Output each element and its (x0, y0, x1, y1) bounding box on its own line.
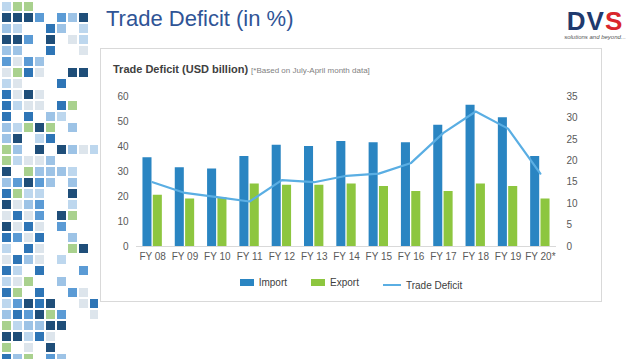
svg-text:FY 08: FY 08 (139, 251, 166, 262)
svg-text:30: 30 (567, 112, 579, 123)
svg-text:FY 13: FY 13 (301, 251, 328, 262)
svg-text:20: 20 (117, 191, 129, 202)
svg-text:FY 09: FY 09 (172, 251, 199, 262)
svg-text:60: 60 (117, 91, 129, 102)
svg-text:30: 30 (117, 166, 129, 177)
html-text:Import: Import (258, 277, 287, 288)
svg-text:FY 15: FY 15 (366, 251, 393, 262)
svg-text:FY 18: FY 18 (462, 251, 489, 262)
svg-text:35: 35 (567, 91, 579, 102)
svg-text:25: 25 (567, 134, 579, 145)
svg-text:FY 17: FY 17 (430, 251, 457, 262)
svg-text:FY 14: FY 14 (333, 251, 360, 262)
svg-text:FY 20*: FY 20* (525, 251, 555, 262)
html-text:Trade Deficit: Trade Deficit (406, 279, 463, 291)
html-text:Trade Deficit (in %): Trade Deficit (in %) (106, 6, 294, 31)
html-text:Export: Export (330, 277, 359, 288)
svg-text:0: 0 (123, 241, 129, 252)
svg-text:FY 19: FY 19 (495, 251, 522, 262)
svg-text:20: 20 (567, 155, 579, 166)
html-text:Trade Deficit (USD billion) [*: Trade Deficit (USD billion) [*Based on J… (113, 63, 370, 75)
svg-text:40: 40 (117, 141, 129, 152)
html-text:solutions and beyond...: solutions and beyond... (564, 34, 626, 40)
svg-text:0: 0 (567, 241, 573, 252)
svg-text:5: 5 (567, 219, 573, 230)
svg-text:10: 10 (567, 198, 579, 209)
svg-text:10: 10 (117, 216, 129, 227)
html-text:DV S: DV S (566, 6, 624, 36)
svg-text:FY 16: FY 16 (398, 251, 425, 262)
svg-text:FY 12: FY 12 (269, 251, 296, 262)
svg-text:15: 15 (567, 176, 579, 187)
svg-text:FY 11: FY 11 (237, 251, 263, 262)
svg-text:50: 50 (117, 116, 129, 127)
svg-text:FY 10: FY 10 (204, 251, 231, 262)
